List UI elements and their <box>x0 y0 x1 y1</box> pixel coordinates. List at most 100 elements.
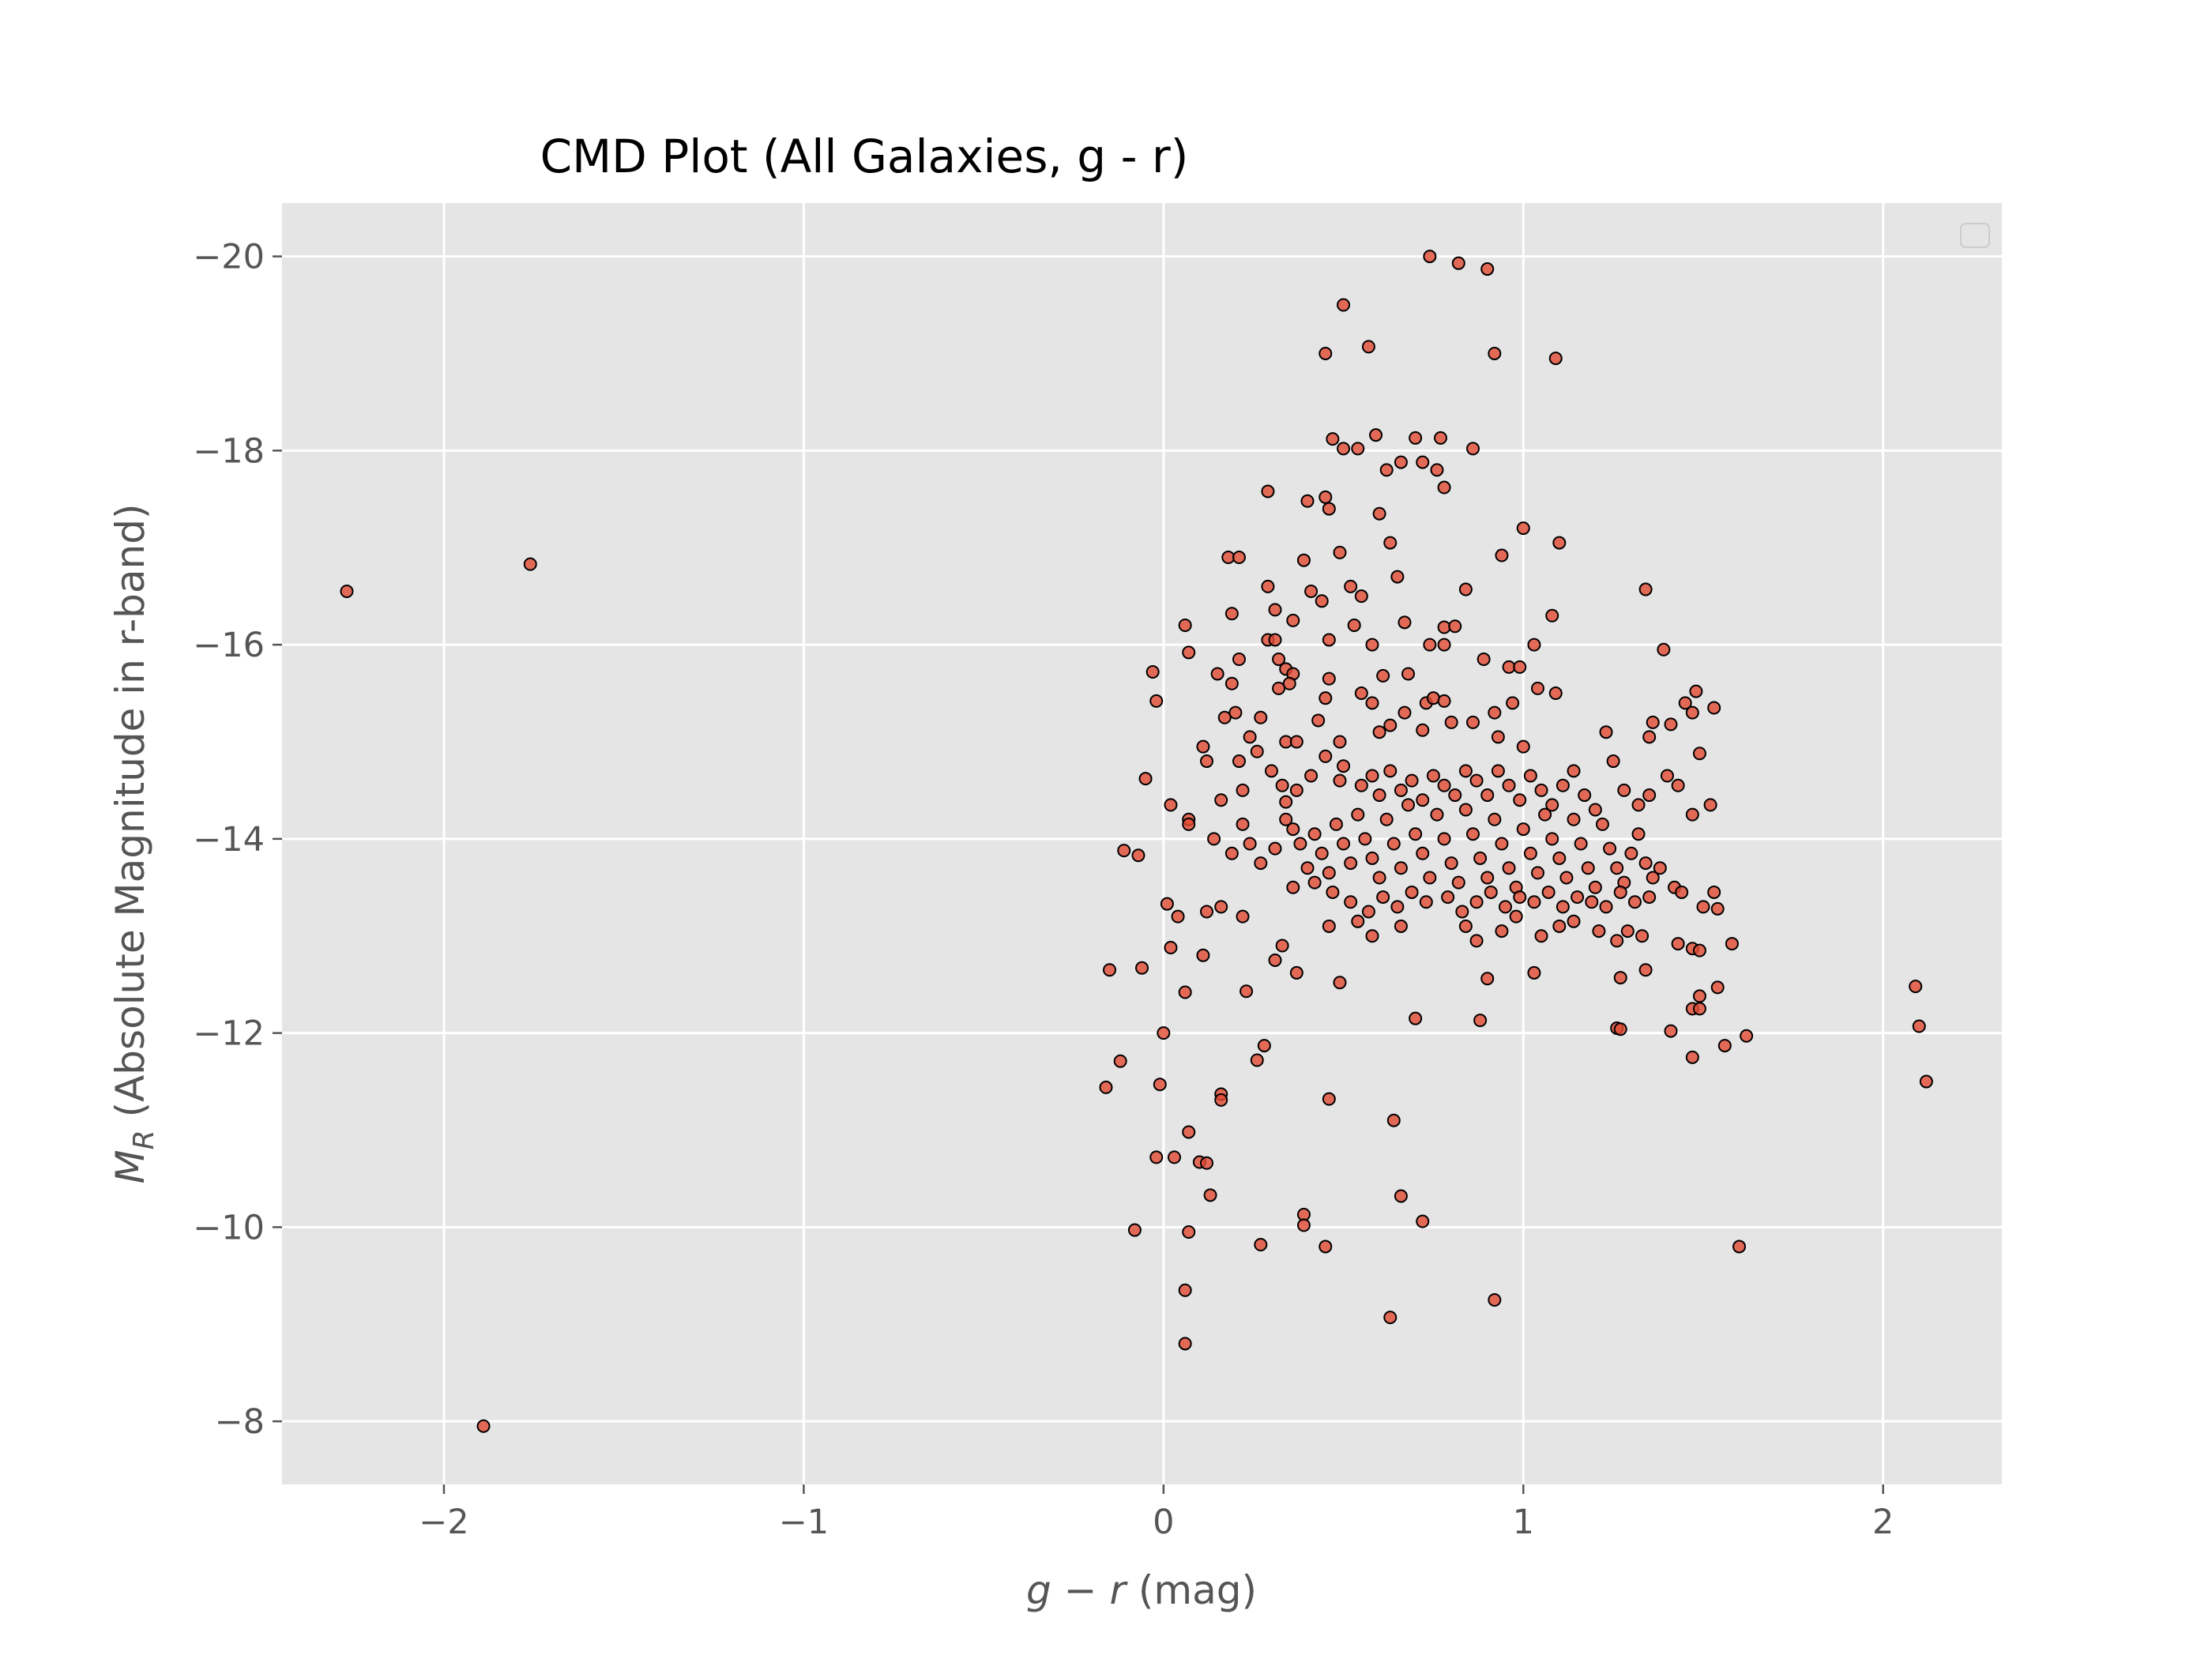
data-point <box>1707 701 1721 715</box>
data-point <box>1386 837 1401 851</box>
data-point <box>1523 769 1537 783</box>
data-point <box>1171 909 1185 924</box>
data-point <box>1344 895 1358 909</box>
data-point <box>1232 754 1246 769</box>
data-point <box>1581 861 1595 875</box>
data-point <box>1164 940 1178 954</box>
data-point <box>1337 759 1351 773</box>
data-point <box>1199 1156 1213 1170</box>
data-point <box>1409 431 1423 445</box>
data-point <box>1322 502 1336 516</box>
data-point <box>1405 885 1419 899</box>
data-point <box>1199 754 1213 769</box>
data-point <box>1513 890 1527 905</box>
data-point <box>1329 817 1343 831</box>
data-point <box>1423 871 1437 885</box>
y-tick-label: −16 <box>193 626 265 665</box>
data-point <box>1243 730 1257 744</box>
x-tick-label: 2 <box>1872 1503 1894 1542</box>
data-point <box>1214 900 1228 914</box>
data-point <box>1372 788 1386 803</box>
data-point <box>1296 1218 1311 1232</box>
data-point <box>1541 885 1556 899</box>
data-point <box>1545 832 1559 846</box>
data-point <box>1466 715 1480 729</box>
data-point <box>1638 582 1653 596</box>
data-point <box>1448 619 1462 634</box>
data-point <box>1217 710 1232 724</box>
data-point <box>1319 1240 1333 1254</box>
data-point <box>1289 783 1304 797</box>
data-point <box>1588 803 1602 817</box>
data-point <box>1289 965 1304 980</box>
data-point <box>1153 1078 1167 1092</box>
data-point <box>1642 788 1657 803</box>
data-point <box>1232 653 1246 667</box>
data-point <box>1261 579 1275 593</box>
data-point <box>1610 934 1624 948</box>
data-point <box>1365 769 1379 783</box>
data-point <box>1394 455 1408 469</box>
data-point <box>1488 1293 1502 1307</box>
data-point <box>1480 972 1495 986</box>
data-point <box>1488 346 1502 360</box>
data-point <box>1351 914 1365 928</box>
data-point <box>1319 691 1333 705</box>
data-point <box>1236 783 1250 797</box>
data-point <box>1250 1053 1264 1067</box>
data-point <box>1279 795 1293 809</box>
data-point <box>1279 812 1293 826</box>
data-point <box>1416 793 1430 807</box>
data-point <box>1909 980 1923 994</box>
data-point <box>1585 895 1599 909</box>
data-point <box>1491 730 1505 744</box>
data-point <box>1638 963 1653 977</box>
data-point <box>1268 633 1282 647</box>
data-point <box>1426 769 1440 783</box>
data-point <box>1257 1039 1271 1053</box>
x-grid <box>442 203 1885 1484</box>
data-point <box>1430 463 1444 477</box>
data-point <box>1559 871 1574 885</box>
data-point <box>1214 1093 1228 1107</box>
y-tick-label: −14 <box>193 820 265 860</box>
data-point <box>1196 948 1210 962</box>
data-point <box>1437 480 1451 495</box>
data-point <box>1444 856 1458 871</box>
data-point <box>1620 924 1635 939</box>
data-point <box>1516 822 1530 837</box>
data-point <box>1707 885 1721 899</box>
data-point <box>1365 851 1379 865</box>
data-point <box>1617 783 1631 797</box>
data-point <box>1740 1029 1754 1043</box>
data-point <box>1488 705 1502 720</box>
data-point <box>1613 971 1627 985</box>
data-point <box>1548 352 1563 366</box>
data-point <box>1103 963 1117 977</box>
data-point <box>1534 783 1548 797</box>
data-point <box>1272 653 1286 667</box>
data-point <box>1307 827 1322 841</box>
data-point <box>1351 807 1365 822</box>
data-point <box>1689 684 1703 698</box>
data-point <box>1240 984 1254 999</box>
data-point <box>1466 442 1480 456</box>
data-point <box>1556 778 1570 792</box>
data-point <box>1606 754 1620 769</box>
data-point <box>1502 778 1516 792</box>
legend-empty <box>1960 223 1990 248</box>
data-point <box>1196 739 1210 754</box>
data-point <box>1437 778 1451 792</box>
data-point <box>1286 880 1300 894</box>
data-point <box>1588 880 1602 894</box>
data-point <box>1275 778 1289 792</box>
data-point <box>1664 1024 1678 1038</box>
data-point <box>1365 638 1379 652</box>
data-point <box>1627 895 1642 909</box>
data-point <box>1552 851 1567 865</box>
data-point <box>1157 1026 1171 1040</box>
data-point <box>1624 846 1638 860</box>
data-point <box>1423 638 1437 652</box>
data-point <box>1300 494 1315 508</box>
data-point <box>1383 536 1398 550</box>
